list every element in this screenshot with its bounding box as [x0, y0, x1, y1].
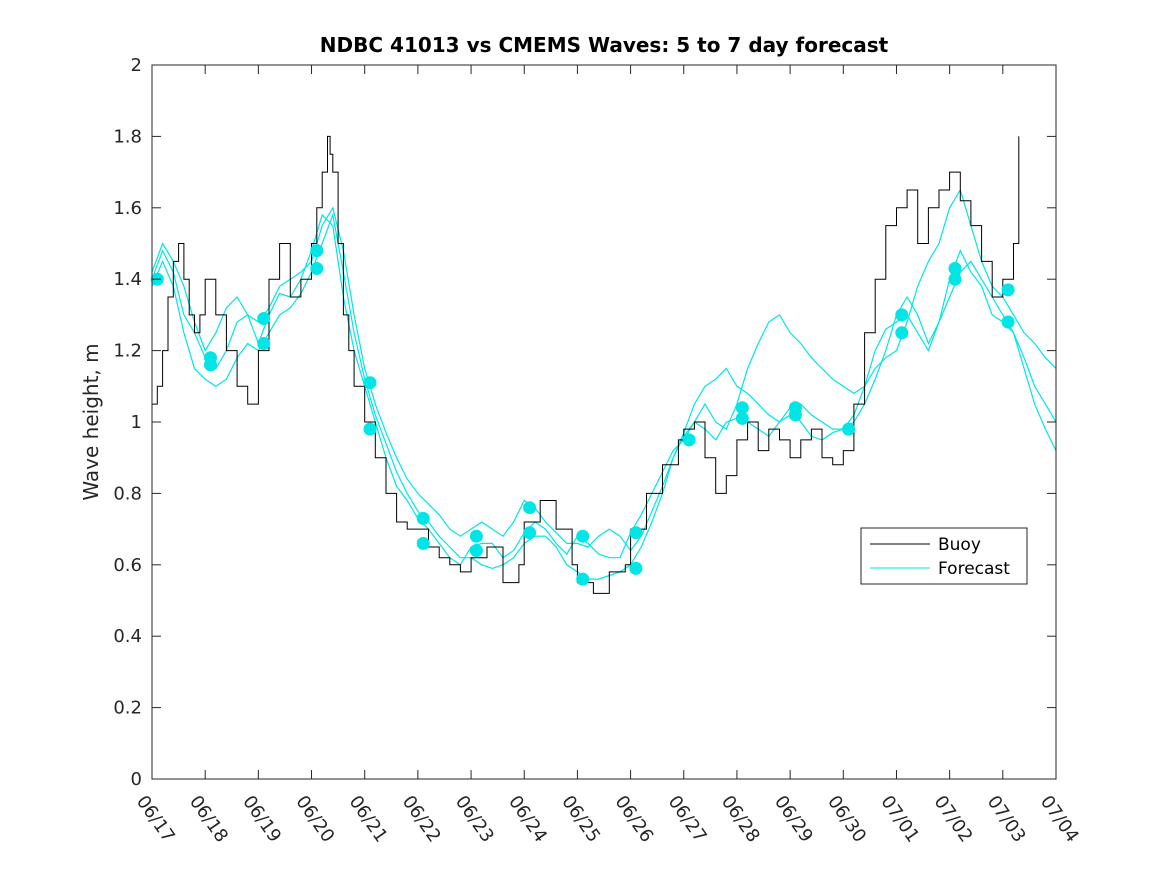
forecast-marker — [629, 561, 643, 575]
y-tick-label: 1.2 — [113, 341, 142, 362]
y-tick-label: 0.8 — [113, 483, 142, 504]
forecast-marker — [310, 244, 324, 258]
forecast-line-3 — [152, 188, 1056, 552]
forecast-marker — [204, 358, 217, 372]
forecast-marker — [895, 308, 909, 322]
forecast-marker — [576, 572, 590, 586]
y-tick-label: 1.6 — [113, 198, 142, 219]
forecast-marker — [310, 262, 324, 275]
forecast-marker — [682, 433, 696, 447]
forecast-marker — [257, 337, 271, 350]
forecast-marker — [788, 408, 802, 422]
y-tick-label: 0.6 — [113, 555, 142, 576]
forecast-marker — [735, 411, 749, 425]
forecast-marker — [735, 401, 749, 415]
forecast-markers — [150, 244, 1015, 586]
y-tick-label: 1.8 — [113, 126, 142, 147]
forecast-marker — [576, 529, 590, 543]
forecast-marker — [469, 529, 483, 543]
forecast-marker — [1001, 315, 1015, 329]
legend: Buoy Forecast — [860, 527, 1028, 585]
forecast-marker — [469, 544, 483, 557]
chart-title: NDBC 41013 vs CMEMS Waves: 5 to 7 day fo… — [320, 33, 889, 57]
y-tick-label: 2 — [131, 55, 142, 76]
y-tick-label: 1.4 — [113, 269, 142, 290]
forecast-marker — [629, 526, 643, 540]
y-tick-label: 0 — [131, 769, 142, 790]
plot-lines — [152, 135, 1056, 594]
forecast-marker — [948, 262, 962, 275]
y-tick-label: 0.2 — [113, 698, 142, 719]
forecast-marker — [416, 511, 430, 525]
y-tick-label: 0.4 — [113, 626, 142, 647]
forecast-marker — [363, 422, 377, 436]
y-axis-label: Wave height, m — [79, 343, 103, 500]
forecast-marker — [523, 526, 537, 540]
forecast-marker — [257, 312, 271, 325]
forecast-marker — [842, 422, 856, 436]
buoy-line — [152, 135, 1020, 594]
forecast-marker — [1001, 283, 1015, 297]
legend-forecast-label: Forecast — [938, 559, 1010, 579]
forecast-marker — [895, 326, 909, 340]
forecast-marker — [523, 501, 537, 515]
y-tick-label: 1 — [131, 412, 142, 433]
plot-area — [152, 65, 1056, 779]
forecast-marker — [363, 376, 377, 390]
legend-buoy-label: Buoy — [938, 535, 981, 555]
forecast-marker — [416, 536, 430, 550]
forecast-line-1 — [152, 213, 1056, 566]
legend-box — [860, 527, 1028, 585]
forecast-marker — [948, 272, 962, 286]
